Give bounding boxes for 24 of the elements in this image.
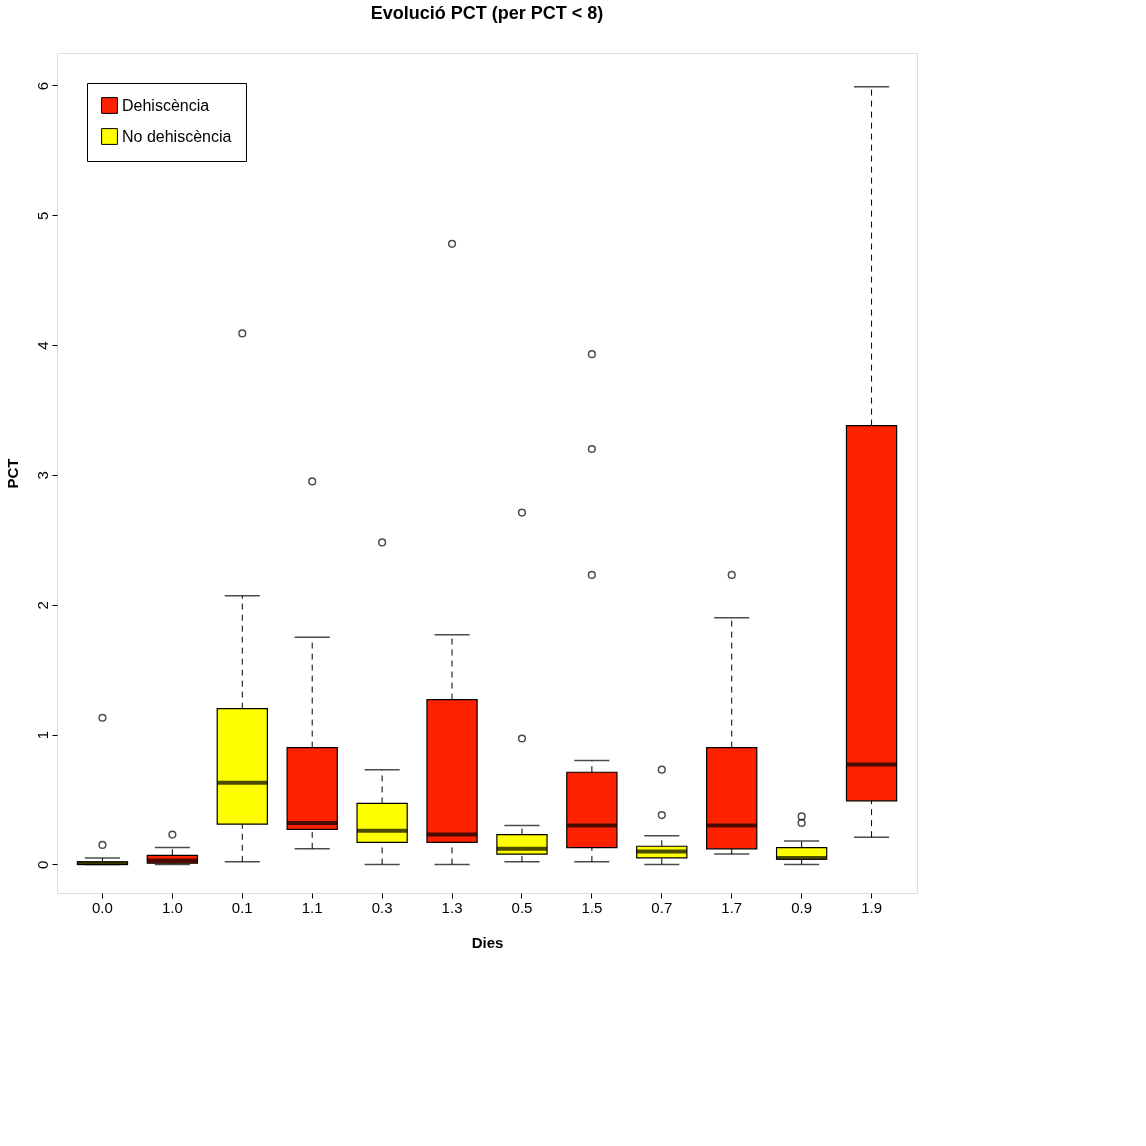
x-tick-label: 1.0 xyxy=(161,898,183,916)
y-tick-label: 5 xyxy=(33,211,51,220)
y-tick-label: 1 xyxy=(33,730,51,740)
x-tick-label: 1.1 xyxy=(301,898,323,916)
y-tick-label: 3 xyxy=(33,471,51,480)
x-tick-label: 0.7 xyxy=(651,898,673,916)
y-tick-label: 0 xyxy=(33,860,51,870)
x-tick-label: 0.3 xyxy=(371,898,393,916)
x-tick-label: 0.5 xyxy=(511,898,533,916)
x-tick-label: 1.5 xyxy=(581,898,603,916)
x-tick-label: 1.7 xyxy=(721,898,743,916)
x-tick-label: 0.9 xyxy=(791,898,813,916)
x-tick-label: 1.9 xyxy=(861,898,882,916)
legend-label: Dehiscència xyxy=(122,96,210,114)
x-tick-label: 1.3 xyxy=(441,898,463,916)
y-tick-label: 2 xyxy=(33,601,51,610)
y-tick-label: 6 xyxy=(33,81,51,91)
x-tick-label: 0.1 xyxy=(231,898,253,916)
y-axis-title: PCT xyxy=(3,458,21,489)
y-tick-label: 4 xyxy=(33,341,51,350)
legend-label: No dehiscència xyxy=(122,127,232,145)
x-axis-title: Dies xyxy=(471,933,504,951)
chart-title: Evolució PCT (per PCT < 8) xyxy=(370,3,604,23)
x-tick-label: 0.0 xyxy=(92,898,113,916)
